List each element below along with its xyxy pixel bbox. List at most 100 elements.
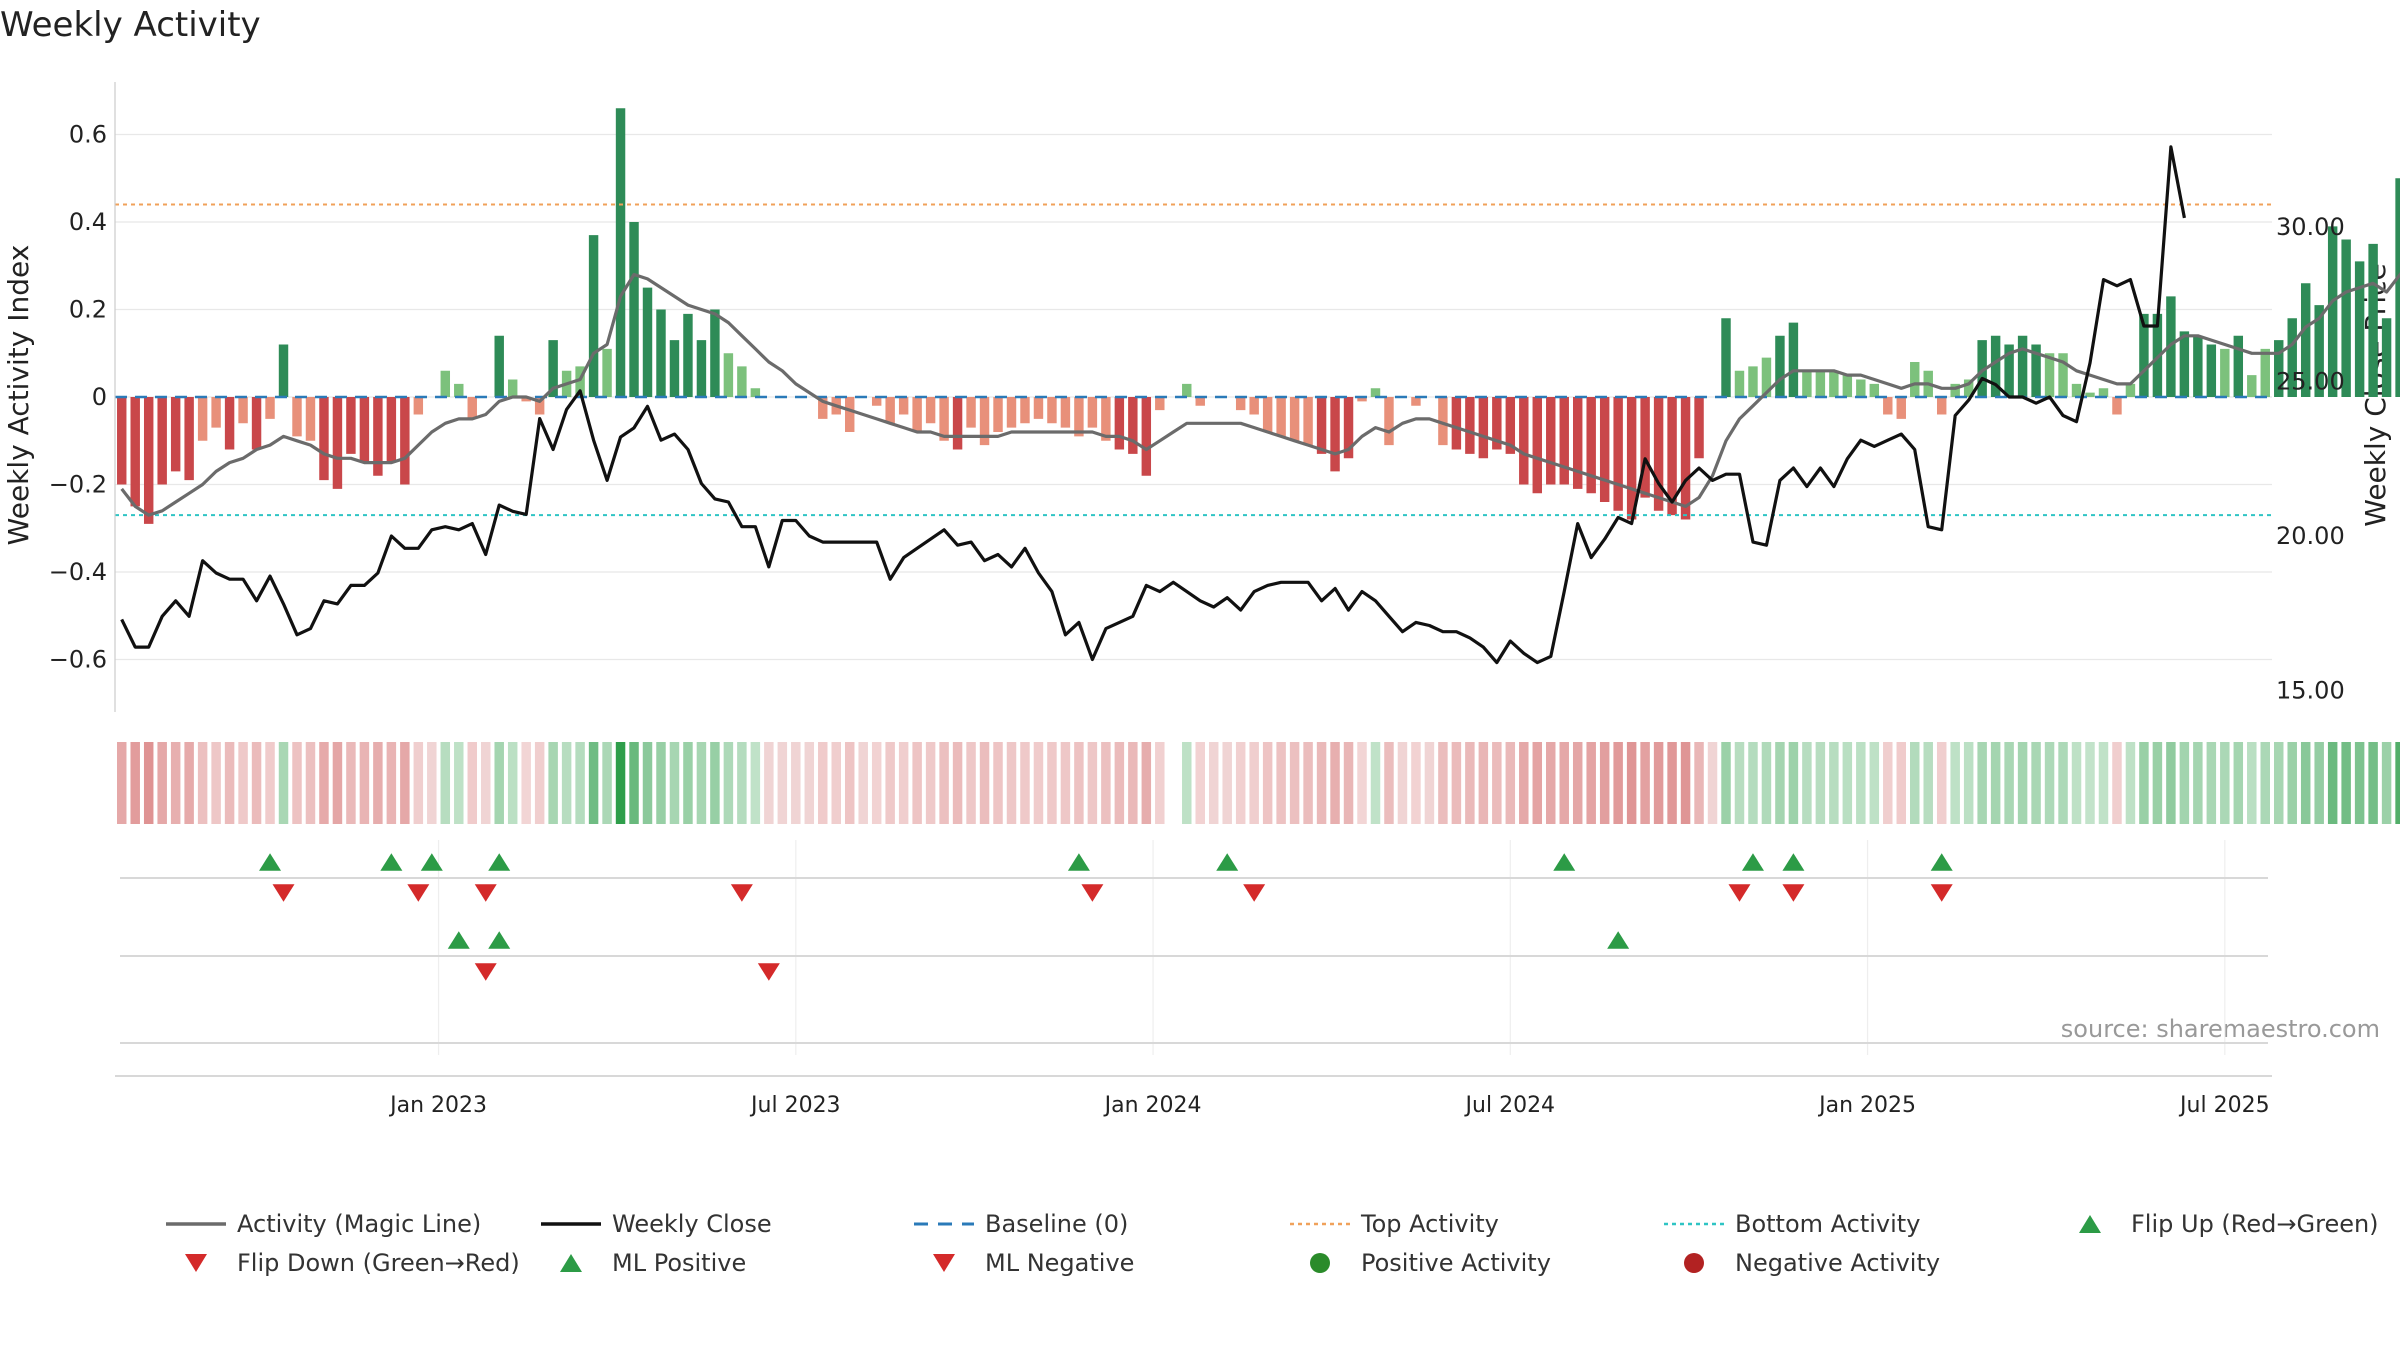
activity-bar [683,313,693,397]
heat-cell [548,742,558,824]
heat-cell [467,742,477,824]
heat-cell [1330,742,1340,824]
heat-cell [561,742,572,824]
activity-bar [130,397,140,507]
flip-up-marker [259,853,282,871]
activity-heat-strip [117,742,2400,824]
activity-bar [1438,397,1448,446]
chart-title: Weekly Activity [0,5,261,45]
activity-bar [224,397,235,450]
heat-cell [1276,742,1286,824]
activity-bar [1586,397,1596,494]
heat-cell [1667,742,1677,824]
y-tick-label: 0.4 [69,208,107,236]
heat-cell [1195,742,1205,824]
activity-bar [2287,318,2297,397]
heat-cell [2004,742,2014,824]
heat-cell [265,742,275,824]
activity-bar [1815,370,1826,397]
heat-cell [1586,742,1596,824]
weekly-close-line [120,145,2186,665]
heat-cell [1465,742,1475,824]
heat-cell [1303,742,1313,824]
activity-bar [575,366,585,397]
activity-bar [1694,397,1704,459]
heat-cell [642,742,653,824]
y-axis-label: Weekly Activity Index [2,245,35,546]
heat-cell [1316,742,1327,824]
heat-cell [2206,742,2217,824]
heat-cell [305,742,316,824]
heat-cell [332,742,343,824]
heat-cell [1694,742,1704,824]
activity-bar [1519,397,1529,485]
legend-swatch-circle [1310,1253,1330,1273]
y2-tick-label: 20.00 [2276,522,2345,550]
heat-cell [1572,742,1583,824]
activity-bar [1977,340,1987,397]
activity-bar [1883,397,1893,415]
activity-bar [292,397,302,437]
activity-bar [1020,397,1030,424]
heat-cell [1532,742,1543,824]
heat-cell [2368,742,2378,824]
heat-cell [440,742,451,824]
activity-bar [1330,397,1340,472]
flip-down-marker [1081,884,1104,902]
heat-cell [1101,742,1111,824]
ml-positive-marker [447,931,470,949]
heat-cell [2395,742,2400,824]
ml-positive-marker [1607,931,1630,949]
activity-bar [2368,243,2378,397]
heat-cell [1788,742,1799,824]
heat-cell [1936,742,1947,824]
activity-bar [993,397,1003,432]
heat-cell [2139,742,2149,824]
legend-label: Activity (Magic Line) [237,1210,481,1238]
heat-cell [2260,742,2270,824]
heat-cell [1424,742,1435,824]
activity-bar [602,348,612,397]
heat-cell [1357,742,1367,824]
y-tick-label: −0.2 [49,471,107,499]
activity-bar [2274,340,2284,397]
activity-bar [197,397,208,441]
activity-bar [1734,370,1745,397]
legend-swatch-triangle-up [2079,1215,2101,1233]
activity-bar [319,397,329,481]
activity-bar [157,397,167,485]
activity-bar [925,397,936,424]
activity-bar [2031,344,2041,397]
activity-bar [1289,397,1300,441]
activity-bar [2085,392,2095,397]
legend-label: Positive Activity [1361,1249,1551,1277]
activity-bar [2112,397,2122,415]
activity-bar [818,397,828,419]
heat-cell [2098,742,2109,824]
heat-cell [1613,742,1623,824]
y2-tick-label: 30.00 [2276,213,2345,241]
heat-cell [1869,742,1880,824]
activity-bar [1451,397,1462,450]
activity-bar [1101,397,1111,441]
heat-cell [1963,742,1974,824]
activity-bar [1572,397,1583,489]
activity-bar [1505,397,1516,454]
activity-bar [2341,239,2351,397]
heat-cell [2341,742,2351,824]
activity-bar [1856,379,1866,397]
activity-bar [1114,397,1125,450]
heat-cell [278,742,289,824]
activity-bar [979,397,990,446]
activity-bar [2233,335,2244,397]
activity-bar [521,397,531,402]
activity-bar [588,235,599,397]
heat-cell [2220,742,2230,824]
heat-cell [1519,742,1529,824]
heat-cell [2071,742,2082,824]
heat-cell [1640,742,1650,824]
activity-bar [1910,362,1920,397]
heat-cell [2112,742,2122,824]
activity-bar [278,344,289,397]
legend-label: Weekly Close [612,1210,772,1238]
